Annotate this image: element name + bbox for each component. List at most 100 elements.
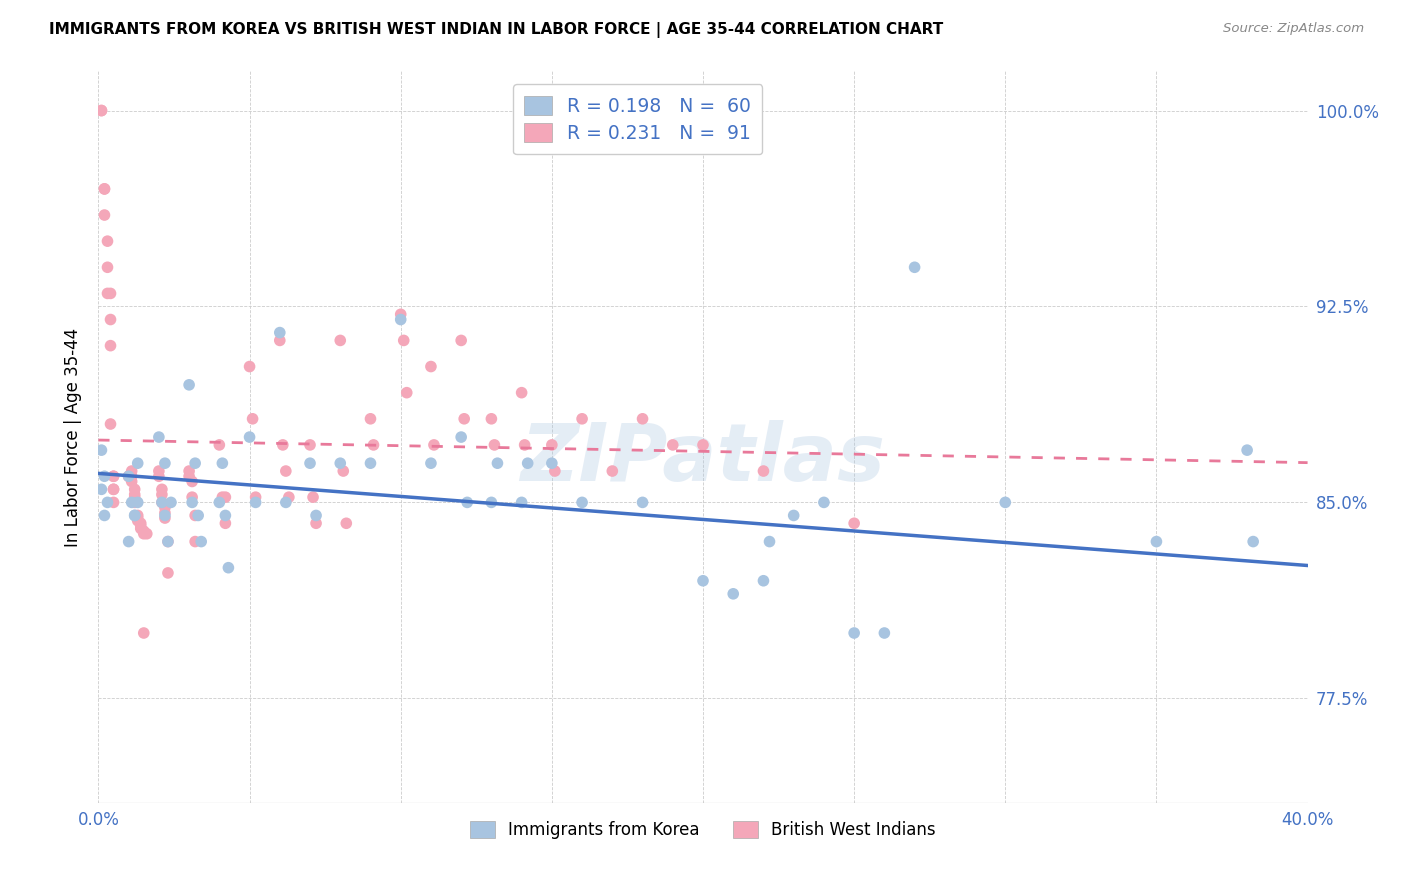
Point: [96, 495, 118, 509]
Point: [118, 534, 141, 549]
Point: [103, 469, 125, 483]
Point: [783, 508, 806, 523]
Point: [127, 508, 149, 523]
Point: [179, 464, 201, 478]
Point: [150, 483, 173, 497]
Point: [1236, 443, 1258, 458]
Point: [486, 456, 509, 470]
Point: [269, 326, 291, 340]
Point: [179, 377, 201, 392]
Point: [242, 411, 264, 425]
Point: [184, 456, 207, 470]
Point: [148, 464, 170, 478]
Point: [481, 495, 503, 509]
Point: [214, 516, 236, 531]
Point: [132, 524, 155, 538]
Point: [302, 490, 325, 504]
Point: [121, 495, 143, 509]
Point: [813, 495, 835, 509]
Legend: Immigrants from Korea, British West Indians: Immigrants from Korea, British West Indi…: [463, 814, 943, 846]
Point: [90, 483, 112, 497]
Point: [363, 438, 385, 452]
Point: [129, 516, 152, 531]
Point: [153, 508, 176, 523]
Point: [153, 511, 176, 525]
Point: [208, 438, 231, 452]
Point: [392, 334, 415, 348]
Point: [156, 534, 179, 549]
Point: [602, 464, 624, 478]
Point: [692, 574, 714, 588]
Point: [692, 438, 714, 452]
Point: [96, 286, 118, 301]
Point: [93, 469, 115, 483]
Point: [271, 438, 294, 452]
Point: [758, 534, 780, 549]
Point: [329, 334, 352, 348]
Point: [100, 417, 122, 431]
Point: [124, 487, 146, 501]
Point: [571, 411, 593, 425]
Point: [456, 495, 478, 509]
Point: [103, 495, 125, 509]
Point: [153, 506, 176, 520]
Point: [484, 438, 506, 452]
Point: [214, 508, 236, 523]
Point: [329, 456, 352, 470]
Point: [124, 483, 146, 497]
Point: [305, 508, 328, 523]
Point: [100, 312, 122, 326]
Point: [148, 469, 170, 483]
Point: [96, 234, 118, 248]
Point: [153, 500, 176, 515]
Point: [129, 522, 152, 536]
Point: [211, 456, 233, 470]
Point: [156, 534, 179, 549]
Text: Source: ZipAtlas.com: Source: ZipAtlas.com: [1223, 22, 1364, 36]
Point: [516, 456, 538, 470]
Point: [184, 534, 207, 549]
Point: [103, 483, 125, 497]
Point: [305, 516, 328, 531]
Point: [844, 626, 866, 640]
Point: [93, 508, 115, 523]
Point: [156, 566, 179, 580]
Point: [389, 312, 412, 326]
Y-axis label: In Labor Force | Age 35-44: In Labor Force | Age 35-44: [65, 327, 83, 547]
Point: [423, 438, 446, 452]
Point: [153, 456, 176, 470]
Point: [93, 182, 115, 196]
Point: [544, 464, 567, 478]
Point: [124, 508, 146, 523]
Point: [335, 516, 357, 531]
Point: [661, 438, 683, 452]
Point: [150, 495, 173, 509]
Point: [184, 508, 207, 523]
Point: [274, 495, 297, 509]
Point: [245, 490, 267, 504]
Point: [129, 519, 152, 533]
Point: [90, 443, 112, 458]
Point: [540, 456, 562, 470]
Point: [127, 514, 149, 528]
Point: [93, 208, 115, 222]
Point: [127, 456, 149, 470]
Point: [90, 103, 112, 118]
Point: [160, 495, 183, 509]
Point: [208, 495, 231, 509]
Point: [96, 260, 118, 275]
Point: [844, 516, 866, 531]
Text: ZIPatlas: ZIPatlas: [520, 420, 886, 498]
Point: [277, 490, 299, 504]
Point: [150, 495, 173, 509]
Point: [420, 456, 443, 470]
Point: [135, 526, 157, 541]
Point: [103, 483, 125, 497]
Point: [540, 438, 562, 452]
Point: [217, 560, 239, 574]
Point: [1267, 835, 1289, 849]
Point: [148, 430, 170, 444]
Point: [121, 469, 143, 483]
Point: [121, 475, 143, 489]
Point: [510, 495, 533, 509]
